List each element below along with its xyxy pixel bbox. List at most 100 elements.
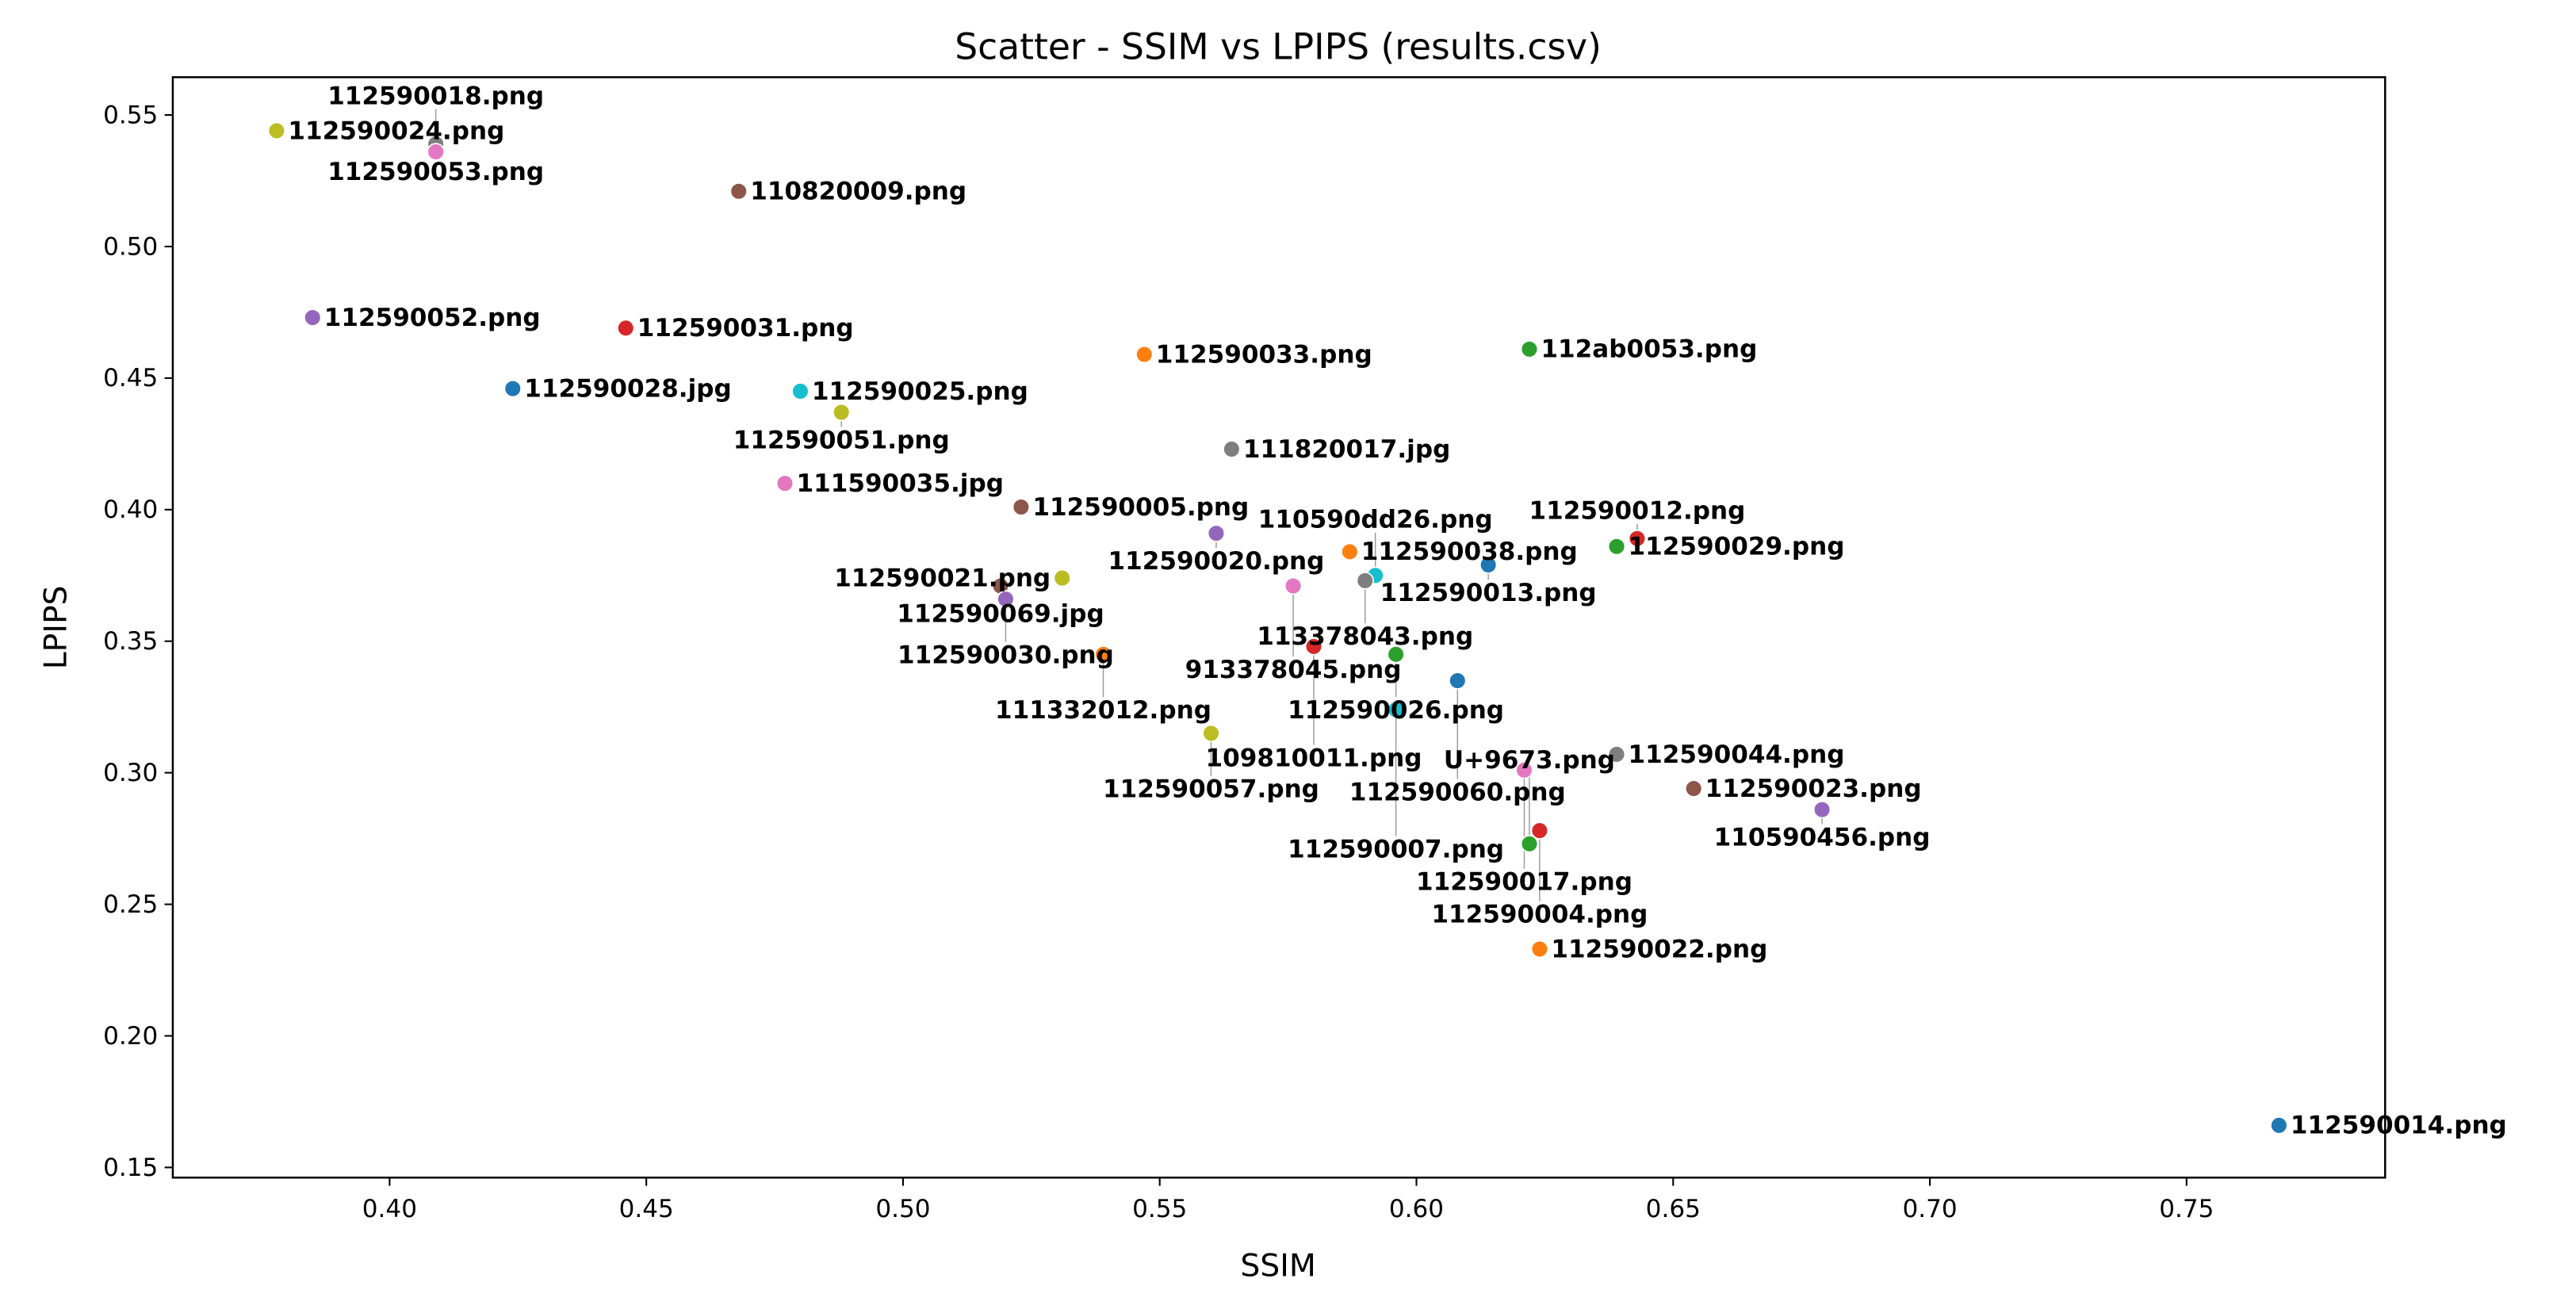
point-label: 112590007.png	[1288, 835, 1504, 863]
x-tick-label: 0.55	[1132, 1195, 1187, 1223]
scatter-point	[833, 403, 851, 422]
y-tick-label: 0.30	[103, 759, 158, 787]
y-tick-label: 0.45	[103, 364, 158, 392]
point-label: 111820017.jpg	[1243, 435, 1450, 464]
x-tick-label: 0.50	[875, 1195, 930, 1223]
point-label: 109810011.png	[1206, 744, 1422, 773]
x-tick-label: 0.45	[619, 1195, 674, 1223]
point-label: 110820009.png	[750, 178, 966, 206]
x-tick-label: 0.40	[362, 1195, 417, 1223]
point-label: 112590022.png	[1551, 935, 1767, 963]
point-label: 112590038.png	[1361, 538, 1578, 566]
scatter-point	[1284, 576, 1303, 595]
scatter-point	[1135, 345, 1154, 364]
scatter-point	[1449, 672, 1467, 690]
y-axis-ticks: 0.15 0.20 0.25 0.30 0.35 0.40 0.45 0.50 0.55	[103, 101, 173, 1182]
point-label: 913378045.png	[1185, 656, 1402, 684]
scatter-point	[1530, 940, 1549, 959]
point-label: 112590012.png	[1529, 496, 1745, 525]
scatter-point	[1520, 835, 1539, 853]
scatter-point	[775, 474, 794, 492]
scatter-point	[1479, 556, 1498, 574]
point-label: 112590033.png	[1156, 340, 1372, 369]
scatter-point	[1684, 779, 1703, 798]
data-points	[267, 121, 2288, 1135]
x-tick-label: 0.65	[1646, 1195, 1701, 1223]
scatter-point	[791, 382, 810, 400]
point-label: 112590024.png	[288, 117, 504, 145]
point-label: 112590014.png	[2291, 1112, 2507, 1140]
point-label: 112590020.png	[1108, 547, 1324, 576]
scatter-point	[1094, 645, 1112, 664]
y-tick-label: 0.20	[103, 1022, 158, 1051]
point-label: 112590005.png	[1032, 493, 1249, 522]
scatter-point	[1515, 761, 1533, 779]
y-tick-label: 0.40	[103, 496, 158, 524]
point-label: 112590018.png	[327, 82, 544, 110]
x-tick-label: 0.75	[2159, 1195, 2214, 1223]
point-label: 112590053.png	[327, 158, 544, 186]
y-tick-label: 0.55	[103, 101, 158, 129]
point-label: 112590026.png	[1288, 696, 1504, 725]
chart-title: Scatter - SSIM vs LPIPS (results.csv)	[955, 26, 1602, 68]
y-tick-label: 0.25	[103, 890, 158, 919]
point-label: 112590031.png	[637, 314, 854, 343]
scatter-point	[503, 379, 522, 398]
x-axis-ticks: 0.40 0.45 0.50 0.55 0.60 0.65 0.70 0.75	[362, 1177, 2214, 1223]
point-label: 112590057.png	[1103, 775, 1319, 804]
scatter-point	[1053, 568, 1071, 588]
y-tick-label: 0.15	[103, 1154, 158, 1182]
point-label: 112590060.png	[1349, 779, 1566, 807]
scatter-point	[1202, 724, 1220, 743]
point-label: 112590025.png	[812, 377, 1028, 406]
scatter-point	[1530, 821, 1549, 840]
x-tick-label: 0.70	[1902, 1195, 1957, 1223]
scatter-point	[1520, 340, 1539, 358]
point-label: 110590456.png	[1714, 824, 1931, 852]
y-axis-label: LPIPS	[37, 585, 74, 669]
scatter-point	[617, 319, 635, 337]
scatter-point	[1387, 700, 1405, 719]
point-label: 112ab0053.png	[1541, 335, 1757, 364]
scatter-point	[1387, 645, 1405, 664]
point-label: 113378043.png	[1257, 622, 1473, 651]
point-label: 112590013.png	[1380, 579, 1597, 607]
point-label: 111590035.jpg	[796, 469, 1003, 498]
point-label: 112590023.png	[1705, 775, 1922, 803]
x-tick-label: 0.60	[1389, 1195, 1444, 1223]
scatter-point	[1207, 524, 1226, 542]
scatter-point	[1304, 637, 1323, 656]
scatter-point	[1223, 440, 1241, 458]
scatter-point	[1012, 498, 1031, 516]
scatter-point	[729, 182, 748, 201]
scatter-point	[1607, 745, 1626, 764]
scatter-point	[1356, 572, 1374, 590]
point-label: 112590051.png	[733, 427, 950, 455]
point-label: 112590004.png	[1431, 901, 1648, 929]
point-label: 112590052.png	[324, 304, 541, 332]
point-label: U+9673.png	[1444, 746, 1615, 775]
x-axis-label: SSIM	[1240, 1248, 1316, 1284]
y-tick-label: 0.35	[103, 627, 158, 656]
plot-frame	[171, 76, 2387, 1179]
point-label: 111332012.png	[995, 696, 1211, 725]
scatter-point	[267, 121, 286, 140]
scatter-point	[1607, 538, 1626, 556]
scatter-point	[1812, 800, 1832, 819]
point-label: 112590017.png	[1416, 868, 1632, 897]
point-labels: 112590024.png 112590053.png 112590018.png 1…	[288, 82, 2506, 1139]
point-label: 112590021.png	[834, 564, 1051, 592]
scatter-point	[1341, 542, 1359, 561]
point-label: 112590069.jpg	[897, 600, 1104, 629]
point-label: 110590dd26.png	[1258, 506, 1493, 534]
point-label: 112590030.png	[898, 641, 1114, 669]
scatter-point	[2270, 1116, 2288, 1135]
point-label: 112590028.jpg	[524, 374, 731, 403]
point-label: 112590044.png	[1629, 741, 1845, 769]
scatter-point	[997, 590, 1015, 608]
y-tick-label: 0.50	[103, 232, 158, 261]
point-label: 112590029.png	[1629, 533, 1845, 561]
scatter-point	[1628, 530, 1647, 548]
scatter-point	[427, 143, 445, 161]
